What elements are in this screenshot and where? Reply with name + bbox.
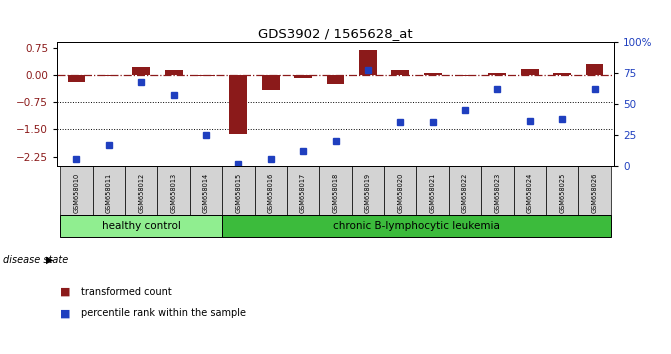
Bar: [197, 75, 215, 76]
Text: GSM658016: GSM658016: [268, 173, 274, 213]
Text: chronic B-lymphocytic leukemia: chronic B-lymphocytic leukemia: [333, 221, 500, 231]
Text: GSM658011: GSM658011: [106, 173, 112, 213]
Bar: [327, 75, 344, 84]
Bar: [359, 50, 377, 75]
Bar: [60, 166, 93, 215]
Bar: [222, 166, 254, 215]
Text: GSM658025: GSM658025: [559, 173, 565, 213]
Bar: [352, 166, 384, 215]
Bar: [68, 75, 85, 81]
Bar: [417, 166, 449, 215]
Text: ■: ■: [60, 287, 71, 297]
Text: ▶: ▶: [46, 255, 53, 265]
Text: ■: ■: [60, 308, 71, 318]
Bar: [229, 75, 248, 134]
Text: GSM658019: GSM658019: [365, 173, 371, 213]
Bar: [449, 166, 481, 215]
Bar: [391, 70, 409, 75]
Bar: [190, 166, 222, 215]
Text: healthy control: healthy control: [102, 221, 180, 231]
Text: GSM658026: GSM658026: [592, 173, 598, 213]
Text: GSM658018: GSM658018: [333, 173, 338, 213]
Bar: [100, 75, 117, 76]
Bar: [164, 70, 183, 75]
Title: GDS3902 / 1565628_at: GDS3902 / 1565628_at: [258, 27, 413, 40]
Bar: [158, 166, 190, 215]
Text: GSM658023: GSM658023: [495, 173, 501, 213]
Bar: [262, 75, 280, 90]
Bar: [294, 75, 312, 78]
Text: GSM658021: GSM658021: [429, 173, 435, 213]
Bar: [287, 166, 319, 215]
Bar: [554, 73, 571, 75]
Bar: [513, 166, 546, 215]
Bar: [60, 215, 222, 237]
Bar: [132, 67, 150, 75]
Text: transformed count: transformed count: [81, 287, 171, 297]
Bar: [125, 166, 158, 215]
Bar: [319, 166, 352, 215]
Text: GSM658024: GSM658024: [527, 173, 533, 213]
Bar: [578, 166, 611, 215]
Bar: [254, 166, 287, 215]
Text: GSM658013: GSM658013: [170, 173, 176, 213]
Bar: [456, 75, 474, 76]
Bar: [521, 69, 539, 75]
Text: disease state: disease state: [3, 255, 68, 265]
Text: GSM658022: GSM658022: [462, 173, 468, 213]
Text: GSM658015: GSM658015: [236, 173, 242, 213]
Bar: [586, 64, 603, 75]
Text: GSM658010: GSM658010: [73, 173, 79, 213]
Bar: [488, 73, 507, 75]
Text: percentile rank within the sample: percentile rank within the sample: [81, 308, 246, 318]
Text: GSM658017: GSM658017: [300, 173, 306, 213]
Bar: [222, 215, 611, 237]
Bar: [423, 73, 442, 75]
Text: GSM658020: GSM658020: [397, 173, 403, 213]
Bar: [481, 166, 513, 215]
Bar: [384, 166, 417, 215]
Bar: [546, 166, 578, 215]
Text: GSM658014: GSM658014: [203, 173, 209, 213]
Bar: [93, 166, 125, 215]
Text: GSM658012: GSM658012: [138, 173, 144, 213]
